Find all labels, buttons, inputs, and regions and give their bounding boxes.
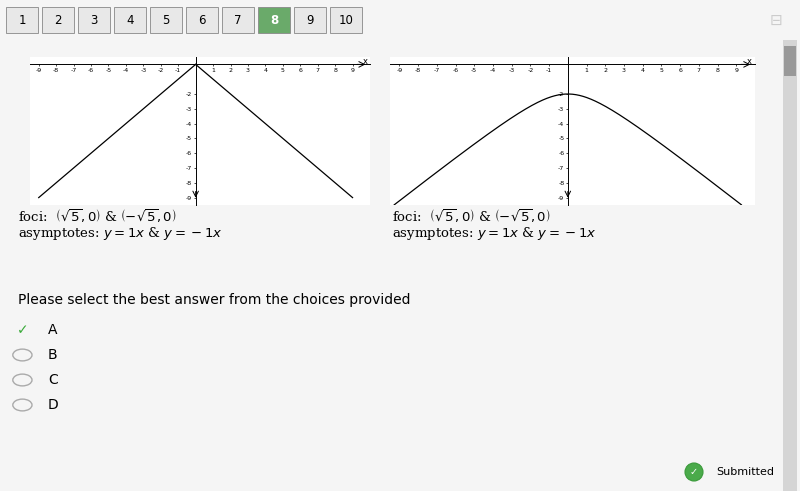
- Text: 3: 3: [90, 13, 98, 27]
- Text: 1: 1: [18, 13, 26, 27]
- Text: foci:  $\left(\sqrt{5},0\right)$ & $\left(-\sqrt{5},0\right)$: foci: $\left(\sqrt{5},0\right)$ & $\left…: [18, 207, 176, 223]
- Text: ✓: ✓: [690, 467, 698, 477]
- Text: 7: 7: [234, 13, 242, 27]
- Text: ⊟: ⊟: [770, 12, 782, 27]
- Text: 9: 9: [306, 13, 314, 27]
- Bar: [6, 7, 38, 33]
- Text: asymptotes: $\mathit{y} = 1\mathit{x}$ & $\mathit{y} = -1\mathit{x}$: asymptotes: $\mathit{y} = 1\mathit{x}$ &…: [392, 224, 597, 242]
- Text: Submitted: Submitted: [716, 467, 774, 477]
- Bar: [222, 7, 254, 33]
- Text: x: x: [747, 57, 752, 66]
- Text: C: C: [48, 373, 58, 387]
- Bar: [294, 7, 326, 33]
- Text: 4: 4: [126, 13, 134, 27]
- Bar: [42, 7, 74, 33]
- Bar: [78, 7, 110, 33]
- Text: 10: 10: [338, 13, 354, 27]
- Text: Please select the best answer from the choices provided: Please select the best answer from the c…: [18, 293, 410, 307]
- Text: ✓: ✓: [17, 323, 28, 337]
- Text: x: x: [362, 57, 367, 66]
- Circle shape: [685, 463, 703, 481]
- Text: A: A: [48, 323, 58, 337]
- Text: 6: 6: [198, 13, 206, 27]
- Bar: [186, 7, 218, 33]
- Text: 8: 8: [270, 13, 278, 27]
- Text: foci:  $\left(\sqrt{5},0\right)$ & $\left(-\sqrt{5},0\right)$: foci: $\left(\sqrt{5},0\right)$ & $\left…: [392, 207, 550, 223]
- Bar: [784, 46, 796, 76]
- Bar: [150, 7, 182, 33]
- Text: 5: 5: [162, 13, 170, 27]
- Text: B: B: [48, 348, 58, 362]
- Text: 2: 2: [54, 13, 62, 27]
- Text: D: D: [48, 398, 58, 412]
- Text: asymptotes: $\mathit{y} = 1\mathit{x}$ & $\mathit{y} = -1\mathit{x}$: asymptotes: $\mathit{y} = 1\mathit{x}$ &…: [18, 224, 222, 242]
- Bar: [114, 7, 146, 33]
- Bar: [783, 40, 797, 491]
- Bar: [330, 7, 362, 33]
- Bar: [258, 7, 290, 33]
